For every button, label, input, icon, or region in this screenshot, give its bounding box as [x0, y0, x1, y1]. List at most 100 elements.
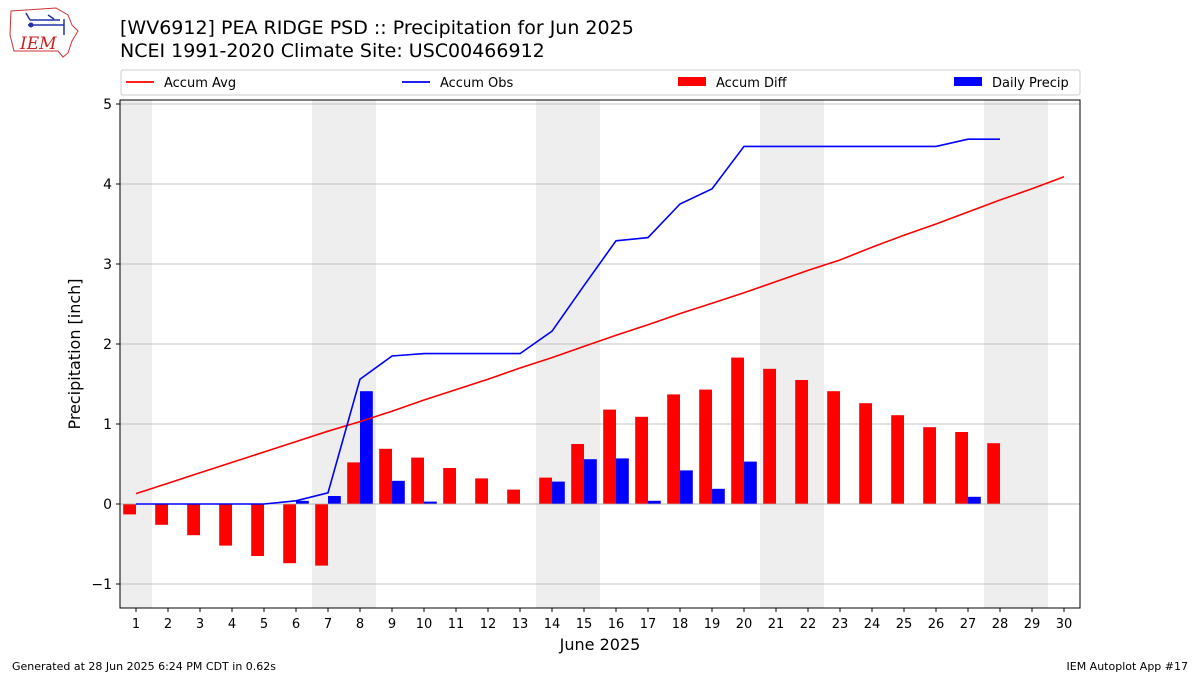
x-tick-label: 18	[672, 617, 689, 632]
daily-precip-bar	[360, 391, 373, 504]
x-tick-label: 30	[1056, 617, 1073, 632]
x-axis-label: June 2025	[559, 635, 641, 654]
y-tick-label: 5	[103, 97, 112, 113]
weekend-shade-band	[792, 100, 824, 608]
x-tick-label: 17	[640, 617, 657, 632]
daily-precip-bar	[328, 496, 341, 504]
accum-diff-bar	[859, 403, 872, 504]
weekend-shade-band	[984, 100, 1016, 608]
y-tick-label: 3	[103, 257, 112, 273]
legend-label-daily-precip: Daily Precip	[992, 76, 1069, 91]
weather-station-icon	[25, 12, 65, 35]
iem-logo: IEM	[9, 7, 79, 58]
daily-precip-bar	[616, 458, 629, 504]
daily-precip-bar	[968, 496, 981, 504]
accum-diff-bar	[667, 394, 680, 504]
app-credit: IEM Autoplot App #17	[1066, 660, 1189, 673]
daily-precip-bar	[392, 480, 405, 504]
accum-diff-bar	[539, 477, 552, 504]
x-tick-label: 21	[768, 617, 785, 632]
x-tick-label: 11	[448, 617, 465, 632]
accum-diff-bar	[219, 504, 232, 546]
x-tick-label: 1	[132, 617, 140, 632]
x-tick-label: 29	[1024, 617, 1041, 632]
weekend-shading	[120, 100, 1048, 608]
x-tick-label: 28	[992, 617, 1009, 632]
x-tick-label: 4	[228, 617, 236, 632]
accum-diff-bar	[155, 504, 168, 525]
legend-swatch-accum-diff	[678, 77, 706, 86]
accum-diff-bar	[379, 448, 392, 504]
x-tick-label: 14	[544, 617, 561, 632]
accum-diff-bar	[763, 368, 776, 504]
daily-precip-bar	[552, 481, 565, 504]
x-tick-label: 7	[324, 617, 332, 632]
legend-label-accum-avg: Accum Avg	[164, 76, 236, 91]
daily-precip-bar	[584, 459, 597, 504]
weekend-shade-band	[120, 100, 152, 608]
accum-diff-bar	[731, 357, 744, 504]
y-tick-label: 1	[103, 417, 112, 433]
x-tick-label: 26	[928, 617, 945, 632]
accum-diff-bar	[955, 432, 968, 504]
accum-diff-bar	[283, 504, 296, 564]
accum-diff-bar	[571, 444, 584, 504]
x-tick-label: 15	[576, 617, 593, 632]
accum-diff-bar	[827, 391, 840, 504]
accum-diff-bar	[187, 504, 200, 536]
legend: Accum Avg Accum Obs Accum Diff Daily Precip	[120, 69, 1081, 96]
x-axis: 1 2 3 4 5 6 7 8 9 10 11 12 13 14 15 16 17 18 19 20 21 22 23 24 2…	[132, 608, 1072, 632]
accum-diff-bar	[923, 427, 936, 504]
accum-avg-line	[135, 176, 1065, 495]
accum-diff-bar	[315, 504, 328, 566]
weekend-shade-band	[1016, 100, 1048, 608]
accum-diff-bar	[635, 416, 648, 504]
iowa-outline-icon	[9, 7, 79, 58]
x-tick-label: 5	[260, 617, 268, 632]
y-axis-label: Precipitation [inch]	[65, 278, 84, 429]
accum-diff-bar	[987, 443, 1000, 504]
x-tick-label: 24	[864, 617, 881, 632]
y-tick-label: 4	[103, 177, 112, 193]
x-tick-label: 12	[480, 617, 497, 632]
y-axis: −1 0 1 2 3 4 5	[91, 97, 120, 593]
daily-precip-bar	[296, 500, 309, 504]
x-tick-label: 2	[164, 617, 172, 632]
station-dot-icon	[28, 22, 34, 28]
y-tick-label: 0	[103, 497, 112, 513]
x-tick-label: 13	[512, 617, 529, 632]
daily-precip-bar	[712, 488, 725, 504]
daily-precip-bar	[744, 461, 757, 504]
accum-diff-bar	[795, 380, 808, 504]
x-tick-label: 16	[608, 617, 625, 632]
x-tick-label: 9	[388, 617, 396, 632]
chart-title: [WV6912] PEA RIDGE PSD :: Precipitation …	[120, 17, 634, 39]
accum-diff-bar	[123, 504, 136, 515]
x-tick-label: 6	[292, 617, 300, 632]
x-tick-label: 10	[416, 617, 433, 632]
weekend-shade-band	[760, 100, 792, 608]
daily-precip-bar	[680, 470, 693, 504]
plot-frame	[119, 99, 1081, 609]
bars	[123, 357, 1000, 566]
legend-label-accum-diff: Accum Diff	[716, 76, 788, 91]
x-tick-label: 22	[800, 617, 817, 632]
weekend-shade-band	[344, 100, 376, 608]
accum-diff-bar	[251, 504, 264, 556]
x-tick-label: 20	[736, 617, 753, 632]
legend-box	[120, 69, 1081, 96]
legend-swatch-daily-precip	[954, 77, 982, 86]
accum-diff-bar	[603, 409, 616, 504]
weekend-shade-band	[568, 100, 600, 608]
generated-timestamp: Generated at 28 Jun 2025 6:24 PM CDT in …	[12, 660, 277, 673]
accum-diff-bar	[443, 468, 456, 504]
accum-diff-bar	[347, 462, 360, 504]
accum-diff-bar	[699, 389, 712, 504]
accum-diff-bar	[507, 489, 520, 504]
daily-precip-bar	[648, 500, 661, 504]
accum-obs-line	[136, 138, 1000, 505]
accum-diff-bar	[411, 457, 424, 504]
legend-label-accum-obs: Accum Obs	[440, 76, 513, 91]
x-tick-label: 25	[896, 617, 913, 632]
logo-text: IEM	[19, 34, 57, 54]
